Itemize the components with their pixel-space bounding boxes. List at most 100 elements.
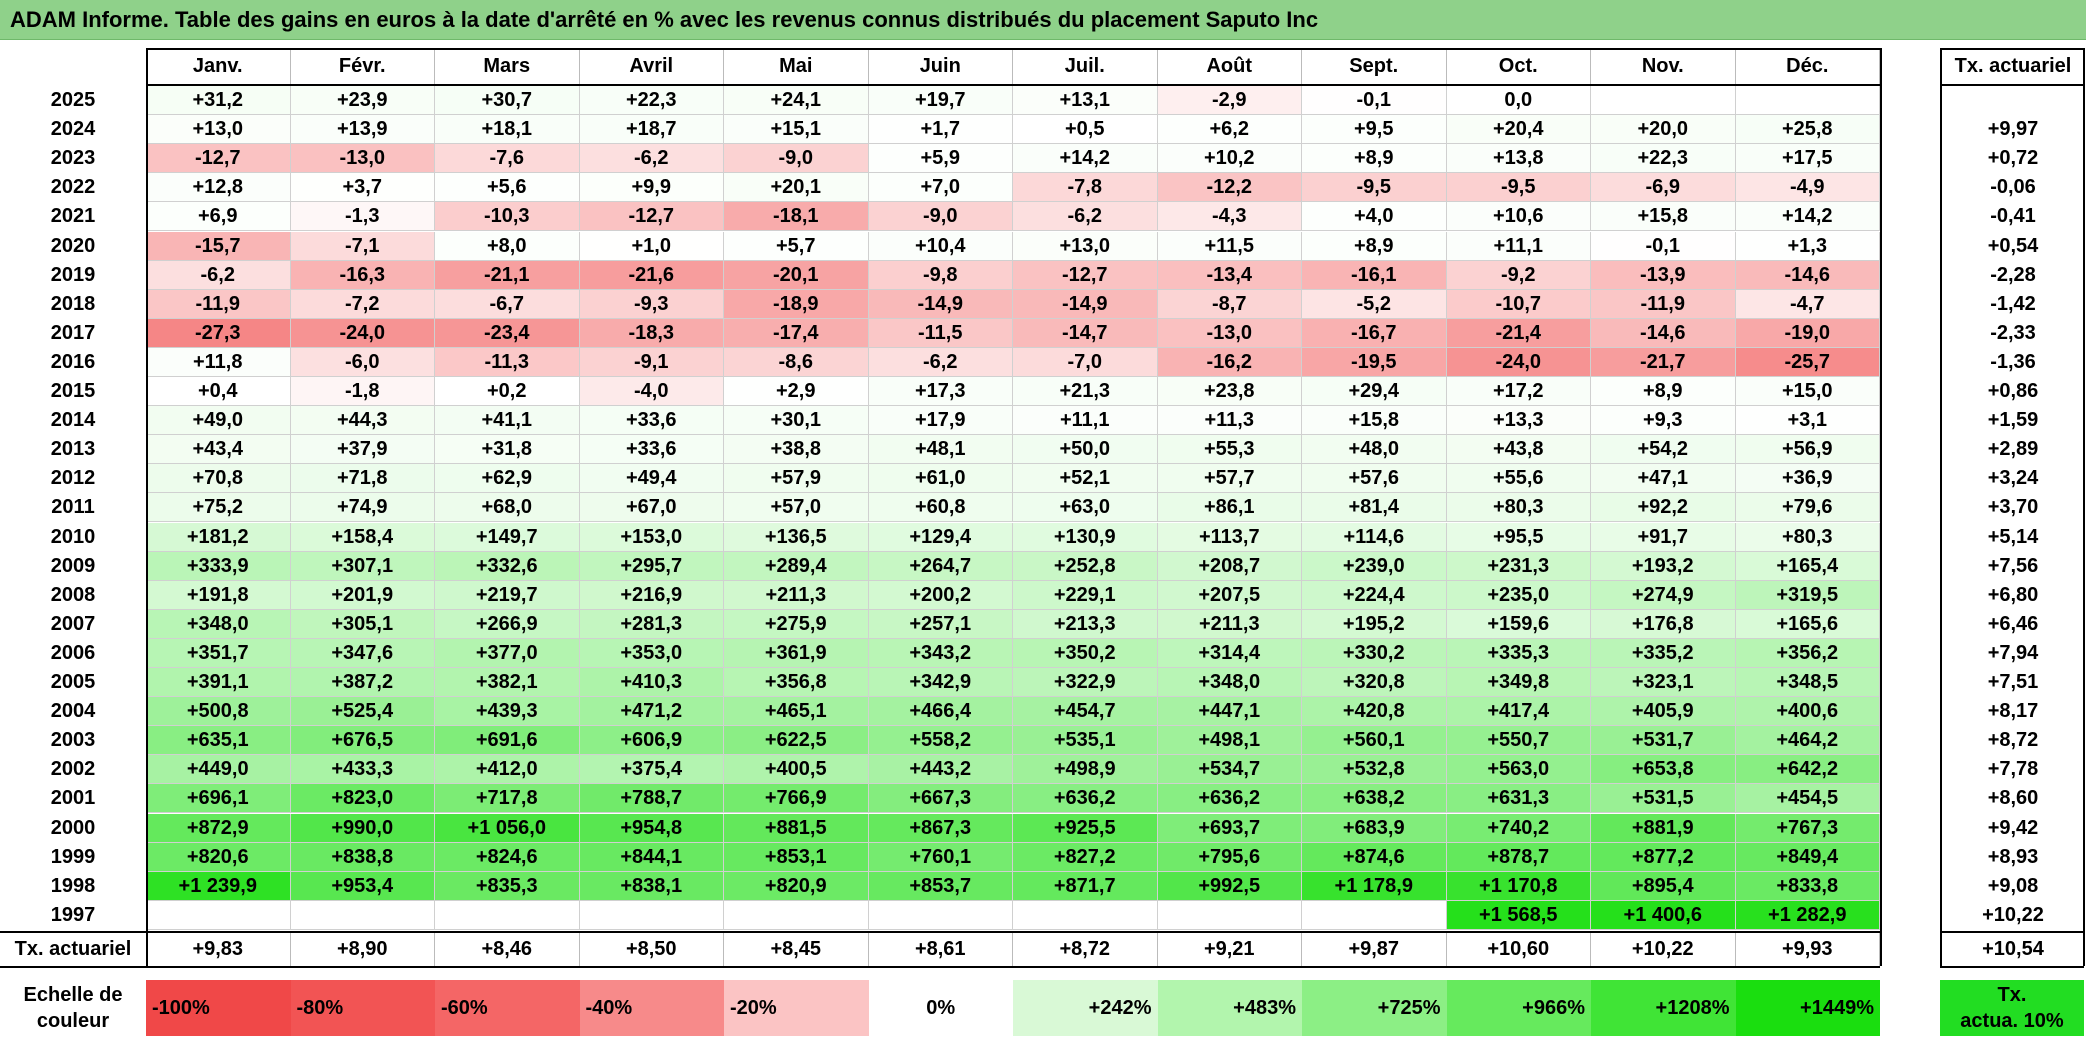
table-cell: +788,7 [579, 784, 724, 814]
table-cell: +348,5 [1735, 668, 1880, 698]
table-cell: -9,2 [1446, 260, 1591, 290]
table-cell: +820,6 [146, 842, 291, 872]
table-cell: +693,7 [1157, 813, 1302, 843]
table-cell: +638,2 [1302, 784, 1447, 814]
table-cell: +953,4 [290, 871, 435, 901]
table-cell: +11,5 [1157, 231, 1302, 261]
year-label: 2012 [50, 467, 96, 490]
table-cell: +465,1 [724, 697, 869, 727]
table-cell: +257,1 [868, 609, 1013, 639]
table-cell: +264,7 [868, 551, 1013, 581]
table-cell: +57,7 [1157, 464, 1302, 494]
table-cell: +1 178,9 [1302, 871, 1447, 901]
table-cell: +400,5 [724, 755, 869, 785]
legend-rate-line1: Tx. [1997, 984, 2027, 1006]
table-cell: +322,9 [1013, 668, 1158, 698]
table-cell: +382,1 [435, 668, 580, 698]
table-cell: +2,9 [724, 377, 869, 407]
table-cell: +838,8 [290, 842, 435, 872]
year-label: 2014 [50, 409, 96, 432]
table-cell: -16,1 [1302, 260, 1447, 290]
table-cell: +767,3 [1735, 813, 1880, 843]
table-cell: +11,3 [1157, 406, 1302, 436]
month-header: Nov. [1591, 48, 1736, 84]
table-cell: +531,7 [1591, 726, 1736, 756]
table-cell: +954,8 [579, 813, 724, 843]
year-label: 1999 [50, 845, 96, 868]
month-header: Mai [724, 48, 869, 84]
table-cell: +332,6 [435, 551, 580, 581]
table-cell: +15,8 [1591, 202, 1736, 232]
table-cell: +361,9 [724, 638, 869, 668]
legend-swatch: +1449% [1735, 980, 1880, 1036]
footer-cell: +9,93 [1736, 931, 1880, 966]
table-cell: +1,3 [1735, 231, 1880, 261]
table-cell: +412,0 [435, 755, 580, 785]
table-cell: +176,8 [1591, 609, 1736, 639]
table-cell: +48,1 [868, 435, 1013, 465]
table-cell: +14,2 [1735, 202, 1880, 232]
table-cell: +405,9 [1591, 697, 1736, 727]
table-cell: +149,7 [435, 522, 580, 552]
table-cell: -21,1 [435, 260, 580, 290]
table-cell: +9,9 [579, 173, 724, 203]
table-cell: +57,9 [724, 464, 869, 494]
table-cell: +642,2 [1735, 755, 1880, 785]
table-cell: +871,7 [1013, 871, 1158, 901]
table-cell: +43,4 [146, 435, 291, 465]
table-cell: +48,0 [1302, 435, 1447, 465]
table-cell: -13,0 [290, 144, 435, 174]
table-cell: -4,7 [1735, 289, 1880, 319]
year-label: 2009 [50, 554, 96, 577]
month-header: Oct. [1447, 48, 1591, 84]
table-cell: +795,6 [1157, 842, 1302, 872]
table-cell: -7,6 [435, 144, 580, 174]
table-cell: +454,7 [1013, 697, 1158, 727]
table-cell: -13,4 [1157, 260, 1302, 290]
footer-rate-cell: +10,54 [1982, 937, 2044, 960]
table-cell: +41,1 [435, 406, 580, 436]
table-cell: +348,0 [146, 609, 291, 639]
table-cell: -10,3 [435, 202, 580, 232]
table-cell: -6,7 [435, 289, 580, 319]
year-label: 2003 [50, 729, 96, 752]
table-cell: +525,4 [290, 697, 435, 727]
table-cell: +391,1 [146, 668, 291, 698]
table-cell: +30,1 [724, 406, 869, 436]
table-cell: +377,0 [435, 638, 580, 668]
table-cell: +231,3 [1446, 551, 1591, 581]
year-label: 2023 [50, 147, 96, 170]
legend-rate-line2: actua. 10% [1960, 1010, 2064, 1032]
table-cell: +130,9 [1013, 522, 1158, 552]
table-cell: +57,6 [1302, 464, 1447, 494]
table-cell: -9,1 [579, 347, 724, 377]
table-cell: +17,3 [868, 377, 1013, 407]
year-label: 2016 [50, 350, 96, 373]
table-cell: +79,6 [1735, 493, 1880, 523]
table-cell: +55,3 [1157, 435, 1302, 465]
table-cell: -13,0 [1157, 318, 1302, 348]
table-cell: +67,0 [579, 493, 724, 523]
table-cell: +1,7 [868, 115, 1013, 145]
table-cell: +266,9 [435, 609, 580, 639]
table-cell [1591, 86, 1736, 116]
grid-border [1940, 965, 2084, 968]
table-cell: +766,9 [724, 784, 869, 814]
footer-cell: +9,87 [1302, 931, 1447, 966]
table-cell: +211,3 [724, 580, 869, 610]
month-header: Sept. [1302, 48, 1447, 84]
table-cell: +443,2 [868, 755, 1013, 785]
table-cell: -14,6 [1735, 260, 1880, 290]
rate-cell: +0,72 [1987, 147, 2039, 170]
month-header: Déc. [1736, 48, 1880, 84]
rate-cell: -2,33 [1990, 321, 2036, 344]
table-cell [1157, 900, 1302, 930]
table-cell: +17,2 [1446, 377, 1591, 407]
table-cell: +449,0 [146, 755, 291, 785]
table-cell [868, 900, 1013, 930]
table-cell: +877,2 [1591, 842, 1736, 872]
table-cell: +676,5 [290, 726, 435, 756]
table-cell: +195,2 [1302, 609, 1447, 639]
table-cell: +165,4 [1735, 551, 1880, 581]
table-cell: +1 400,6 [1591, 900, 1736, 930]
